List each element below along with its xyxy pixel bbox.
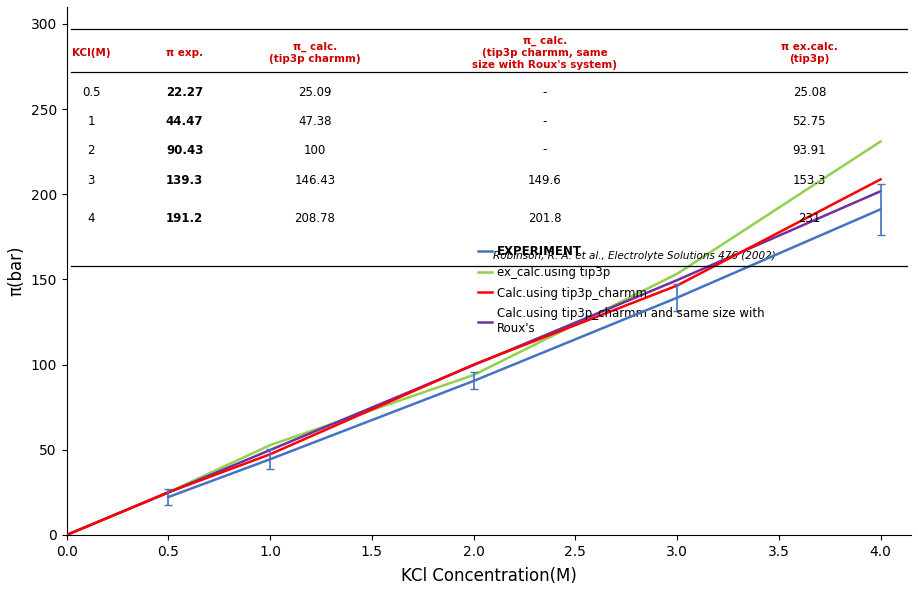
Text: 93.91: 93.91: [792, 143, 826, 156]
Text: 146.43: 146.43: [295, 174, 335, 187]
Text: 47.38: 47.38: [298, 115, 331, 127]
Text: 100: 100: [304, 143, 326, 156]
Text: 201.8: 201.8: [528, 212, 562, 225]
Text: π exp.: π exp.: [166, 48, 203, 58]
Text: 191.2: 191.2: [166, 212, 203, 225]
Text: -: -: [543, 86, 547, 99]
Text: Robinson, R. A. et al., Electrolyte Solutions 476 (2002): Robinson, R. A. et al., Electrolyte Solu…: [493, 252, 776, 262]
Text: 90.43: 90.43: [166, 143, 203, 156]
Text: 4: 4: [87, 212, 95, 225]
Text: π_ calc.
(tip3p charmm, same
size with Roux's system): π_ calc. (tip3p charmm, same size with R…: [472, 36, 617, 70]
Text: 2: 2: [87, 143, 95, 156]
Text: KCl(M): KCl(M): [72, 48, 110, 58]
Text: 25.09: 25.09: [298, 86, 331, 99]
Text: 1: 1: [87, 115, 95, 127]
Text: π_ calc.
(tip3p charmm): π_ calc. (tip3p charmm): [269, 41, 361, 65]
Text: 0.5: 0.5: [82, 86, 100, 99]
Text: 208.78: 208.78: [295, 212, 335, 225]
Text: 52.75: 52.75: [792, 115, 826, 127]
Legend: EXPERIMENT, ex_calc.using tip3p, Calc.using tip3p_charmm, Calc.using tip3p_charm: EXPERIMENT, ex_calc.using tip3p, Calc.us…: [478, 245, 765, 335]
Text: 139.3: 139.3: [166, 174, 203, 187]
Text: 3: 3: [87, 174, 95, 187]
Text: 22.27: 22.27: [166, 86, 203, 99]
Text: 153.3: 153.3: [792, 174, 826, 187]
Text: -: -: [543, 115, 547, 127]
Y-axis label: π(bar): π(bar): [7, 246, 25, 296]
Text: 44.47: 44.47: [166, 115, 204, 127]
Text: 231: 231: [798, 212, 821, 225]
Text: -: -: [543, 143, 547, 156]
Text: π ex.calc.
(tip3p): π ex.calc. (tip3p): [781, 42, 838, 64]
Text: 149.6: 149.6: [528, 174, 562, 187]
X-axis label: KCl Concentration(M): KCl Concentration(M): [401, 567, 577, 585]
Text: 25.08: 25.08: [792, 86, 826, 99]
